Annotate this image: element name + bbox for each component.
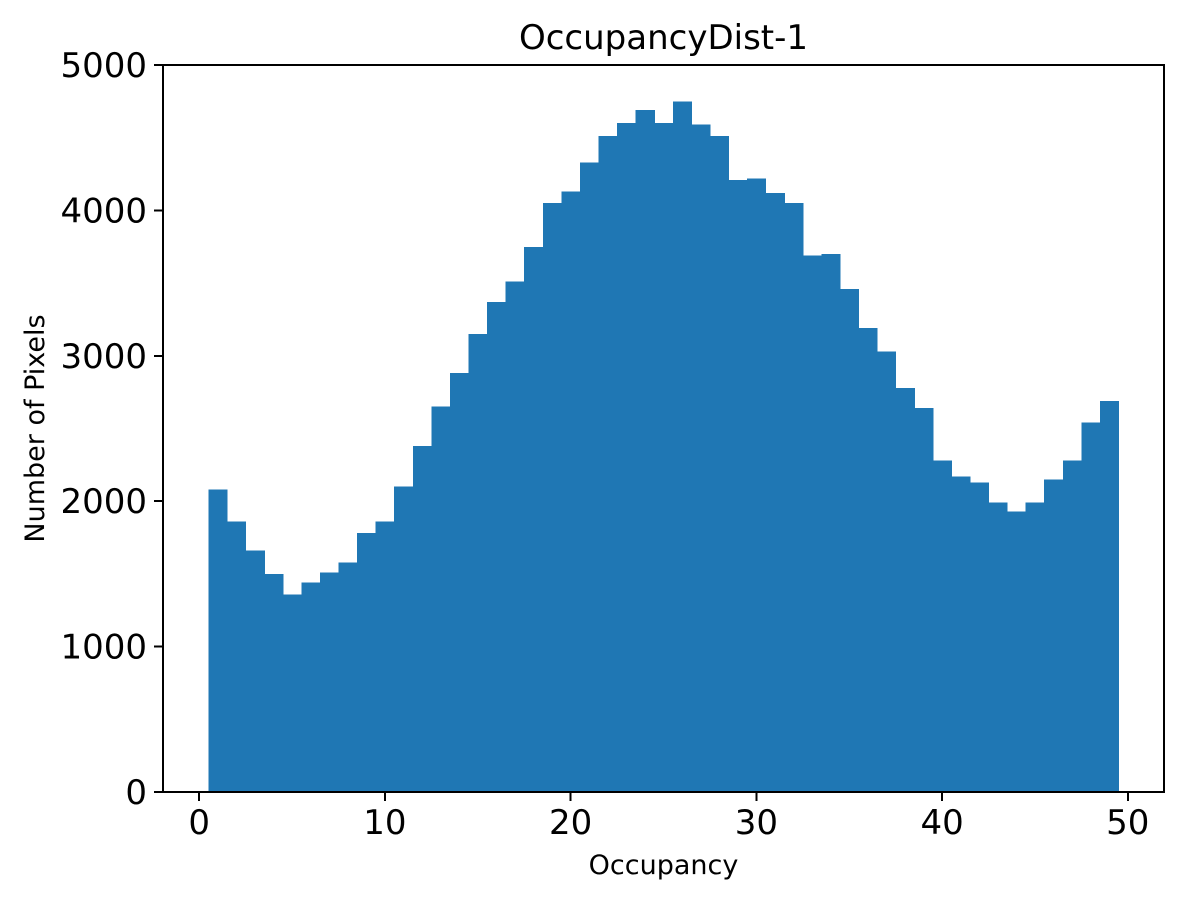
histogram-bar bbox=[1007, 511, 1027, 792]
histogram-bar bbox=[245, 550, 265, 792]
histogram-bar bbox=[988, 502, 1008, 792]
y-tick-label: 3000 bbox=[60, 337, 147, 377]
histogram-bar bbox=[357, 533, 377, 792]
histogram-bar bbox=[932, 460, 952, 792]
histogram-bar bbox=[561, 191, 581, 793]
histogram-bar bbox=[264, 573, 284, 792]
histogram-bar bbox=[598, 136, 618, 793]
bars-group bbox=[208, 101, 1120, 793]
histogram-bar bbox=[319, 572, 340, 792]
histogram-bar bbox=[691, 124, 711, 792]
chart-title: OccupancyDist-1 bbox=[519, 18, 808, 58]
histogram-bar bbox=[951, 476, 971, 792]
histogram-bar bbox=[524, 246, 544, 792]
histogram-bar bbox=[301, 582, 321, 792]
histogram-bar bbox=[1025, 502, 1045, 792]
histogram-bar bbox=[858, 328, 878, 792]
x-tick-label: 50 bbox=[1106, 803, 1149, 843]
histogram-bar bbox=[1044, 479, 1064, 792]
histogram-bar bbox=[227, 521, 247, 792]
histogram-bar bbox=[1062, 460, 1082, 792]
histogram-bar bbox=[895, 387, 915, 792]
histogram-bar bbox=[969, 482, 990, 792]
histogram-bar bbox=[802, 255, 822, 792]
x-tick-label: 20 bbox=[549, 803, 592, 843]
histogram-bar bbox=[617, 123, 637, 792]
histogram-bar bbox=[412, 445, 432, 792]
y-tick-label: 0 bbox=[125, 773, 147, 813]
y-tick-label: 4000 bbox=[60, 191, 147, 231]
y-tick-label: 2000 bbox=[60, 482, 147, 522]
histogram-bar bbox=[709, 136, 730, 793]
histogram-bar bbox=[821, 254, 841, 792]
histogram-bar bbox=[784, 203, 804, 792]
histogram-bar bbox=[747, 178, 767, 793]
histogram-bar bbox=[487, 302, 507, 792]
x-tick-label: 10 bbox=[363, 803, 406, 843]
histogram-bar bbox=[375, 521, 395, 792]
histogram-bar bbox=[394, 486, 414, 792]
x-tick-label: 40 bbox=[920, 803, 963, 843]
y-tick-label: 5000 bbox=[60, 46, 147, 86]
histogram-bar bbox=[282, 594, 302, 792]
histogram-bar bbox=[635, 110, 655, 793]
y-tick-label: 1000 bbox=[60, 628, 147, 668]
histogram-bar bbox=[431, 406, 451, 792]
x-tick-label: 0 bbox=[188, 803, 210, 843]
histogram-bar bbox=[208, 489, 228, 792]
axes-group bbox=[154, 64, 1165, 801]
histogram-bar bbox=[654, 123, 674, 792]
histogram-bar bbox=[1081, 422, 1101, 792]
histogram-bar bbox=[468, 333, 488, 792]
histogram-bar bbox=[338, 562, 358, 792]
histogram-bar bbox=[839, 288, 860, 792]
histogram-bar bbox=[765, 192, 785, 792]
histogram-bar bbox=[505, 281, 525, 792]
histogram-bar bbox=[449, 373, 470, 792]
x-axis-label: Occupancy bbox=[589, 850, 739, 881]
axes-spines bbox=[162, 64, 1165, 793]
histogram-bar bbox=[672, 101, 692, 793]
histogram-bar bbox=[1099, 400, 1120, 792]
histogram-bar bbox=[728, 179, 748, 793]
tick-labels-group: 0 10 20 30 40 50 0 1000 2000 3000 4000 5000 bbox=[60, 46, 1149, 843]
histogram-bar bbox=[542, 203, 562, 792]
histogram-bar bbox=[877, 351, 897, 792]
histogram-bar bbox=[579, 162, 600, 793]
histogram-bar bbox=[914, 408, 934, 792]
y-axis-label: Number of Pixels bbox=[20, 314, 51, 542]
x-tick-label: 30 bbox=[735, 803, 778, 843]
